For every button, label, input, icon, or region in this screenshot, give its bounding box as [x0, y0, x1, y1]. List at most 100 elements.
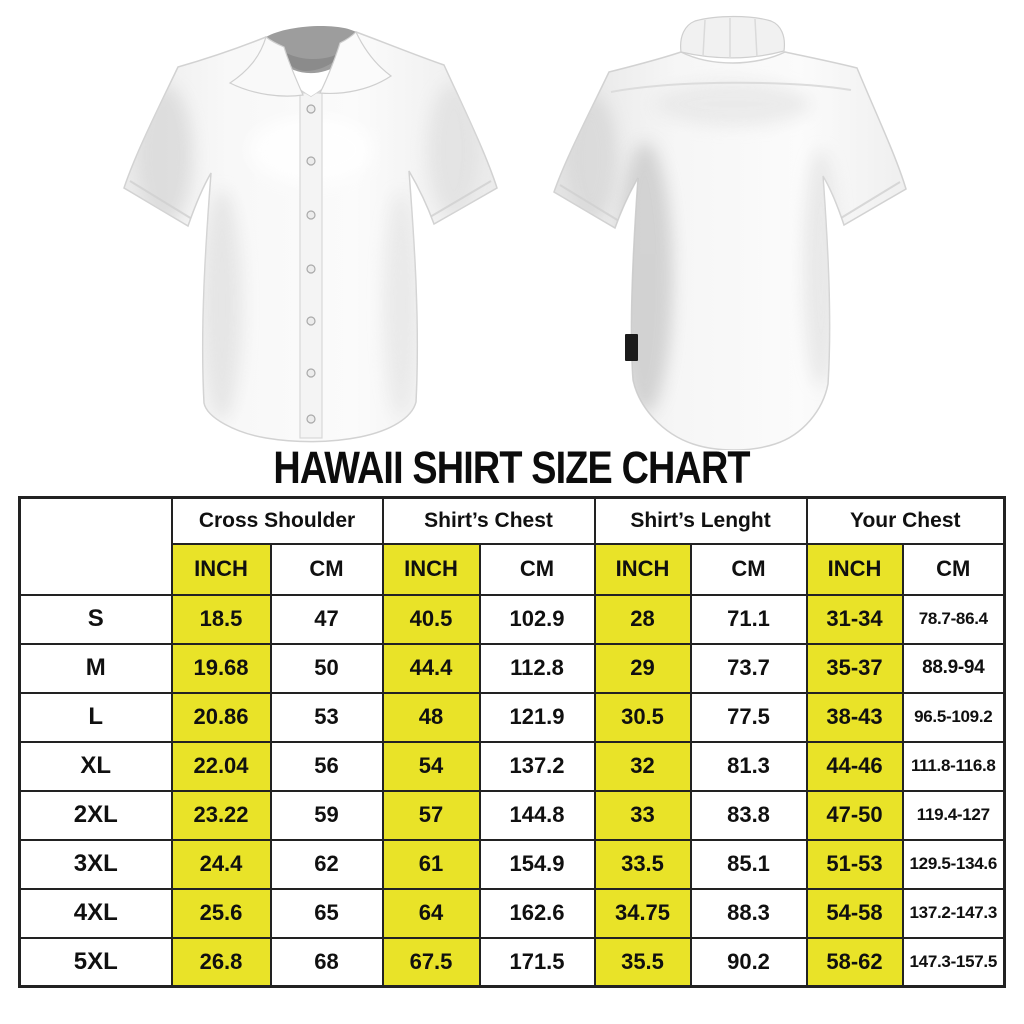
shirt-collar [228, 25, 393, 97]
shirt-chest-inch-value: 61 [381, 838, 481, 890]
page-title-text: HAWAII SHIRT SIZE CHART [273, 442, 751, 493]
cross-shoulder-cm-value: 56 [269, 740, 384, 792]
shirt-buttons [306, 104, 316, 424]
shirt-chest-cm-value: 162.6 [478, 887, 596, 939]
cross-shoulder-inch-value: 23.22 [170, 789, 272, 841]
cross-shoulder-inch-value: 22.04 [170, 740, 272, 792]
cross-shoulder-inch-value: 24.4 [170, 838, 272, 890]
care-tag [625, 334, 638, 361]
your-chest-cm-value: 78.7-86.4 [901, 593, 1006, 645]
size-label: 4XL [18, 887, 173, 939]
size-table-row: L 20.86 53 48 121.9 30.5 77.5 38-43 96.5… [18, 691, 1006, 743]
size-table-row: M 19.68 50 44.4 112.8 29 73.7 35-37 88.9… [18, 642, 1006, 694]
size-chart-table: Cross Shoulder Shirt’s Chest Shirt’s Len… [18, 496, 1007, 988]
unit-header-inch: INCH [593, 542, 692, 596]
your-chest-inch-value: 54-58 [805, 887, 904, 939]
shirt-chest-inch-value: 44.4 [381, 642, 481, 694]
size-table-row: 5XL 26.8 68 67.5 171.5 35.5 90.2 58-62 1… [18, 936, 1006, 988]
unit-header-inch: INCH [805, 542, 904, 596]
cross-shoulder-inch-value: 26.8 [170, 936, 272, 988]
shirt-length-inch-value: 34.75 [593, 887, 692, 939]
unit-header-cm: CM [269, 542, 384, 596]
shirt-length-cm-value: 73.7 [689, 642, 808, 694]
group-header-shirts-length: Shirt’s Lenght [593, 496, 808, 545]
shirt-length-inch-value: 33.5 [593, 838, 692, 890]
shirt-chest-cm-value: 137.2 [478, 740, 596, 792]
unit-header-inch: INCH [170, 542, 272, 596]
back-left-cuff-seam [559, 184, 620, 222]
group-header-your-chest: Your Chest [805, 496, 1006, 545]
size-label: L [18, 691, 173, 743]
unit-header-inch: INCH [381, 542, 481, 596]
cross-shoulder-cm-value: 62 [269, 838, 384, 890]
shirt-chest-cm-value: 171.5 [478, 936, 596, 988]
cross-shoulder-inch-value: 18.5 [170, 593, 272, 645]
shirt-back-body [553, 15, 907, 450]
back-yoke-seam [610, 81, 852, 93]
shirt-length-inch-value: 28 [593, 593, 692, 645]
size-table-row: S 18.5 47 40.5 102.9 28 71.1 31-34 78.7-… [18, 593, 1006, 645]
your-chest-cm-value: 111.8-116.8 [901, 740, 1006, 792]
shirt-length-cm-value: 81.3 [689, 740, 808, 792]
cross-shoulder-cm-value: 47 [269, 593, 384, 645]
size-column-header [18, 496, 173, 596]
size-label: 5XL [18, 936, 173, 988]
cross-shoulder-cm-value: 65 [269, 887, 384, 939]
cross-shoulder-inch-value: 20.86 [170, 691, 272, 743]
shirt-chest-inch-value: 40.5 [381, 593, 481, 645]
shirt-length-inch-value: 32 [593, 740, 692, 792]
size-table-row: 2XL 23.22 59 57 144.8 33 83.8 47-50 119.… [18, 789, 1006, 841]
back-right-cuff-seam [840, 181, 901, 219]
shirt-chest-cm-value: 112.8 [478, 642, 596, 694]
your-chest-inch-value: 44-46 [805, 740, 904, 792]
shirt-chest-inch-value: 64 [381, 887, 481, 939]
shirt-length-cm-value: 90.2 [689, 936, 808, 988]
cross-shoulder-cm-value: 59 [269, 789, 384, 841]
shirt-back-image [553, 15, 907, 450]
shirt-length-inch-value: 33 [593, 789, 692, 841]
shirt-front-image [123, 25, 498, 443]
shirt-length-cm-value: 85.1 [689, 838, 808, 890]
group-header-cross-shoulder: Cross Shoulder [170, 496, 384, 545]
shirt-chest-cm-value: 144.8 [478, 789, 596, 841]
shirt-length-inch-value: 35.5 [593, 936, 692, 988]
group-header-row: Cross Shoulder Shirt’s Chest Shirt’s Len… [18, 496, 1006, 596]
unit-header-cm: CM [689, 542, 808, 596]
your-chest-cm-value: 129.5-134.6 [901, 838, 1006, 890]
shirt-length-inch-value: 30.5 [593, 691, 692, 743]
cross-shoulder-cm-value: 53 [269, 691, 384, 743]
your-chest-cm-value: 147.3-157.5 [901, 936, 1006, 988]
shirt-length-cm-value: 83.8 [689, 789, 808, 841]
shirt-front-body [123, 25, 498, 443]
shirt-length-cm-value: 88.3 [689, 887, 808, 939]
cross-shoulder-cm-value: 68 [269, 936, 384, 988]
size-table-row: 3XL 24.4 62 61 154.9 33.5 85.1 51-53 129… [18, 838, 1006, 890]
units-header-row: INCH CM INCH CM INCH CM INCH CM [20, 542, 1006, 596]
size-label: XL [18, 740, 173, 792]
size-table-row: XL 22.04 56 54 137.2 32 81.3 44-46 111.8… [18, 740, 1006, 792]
shirt-length-cm-value: 77.5 [689, 691, 808, 743]
shirt-chest-inch-value: 57 [381, 789, 481, 841]
size-table-row: 4XL 25.6 65 64 162.6 34.75 88.3 54-58 13… [18, 887, 1006, 939]
unit-header-cm: CM [478, 542, 596, 596]
shirt-length-inch-value: 29 [593, 642, 692, 694]
your-chest-inch-value: 51-53 [805, 838, 904, 890]
your-chest-inch-value: 47-50 [805, 789, 904, 841]
shirt-chest-inch-value: 54 [381, 740, 481, 792]
shirt-chest-cm-value: 154.9 [478, 838, 596, 890]
your-chest-cm-value: 88.9-94 [901, 642, 1006, 694]
size-label: S [18, 593, 173, 645]
front-left-cuff-seam [129, 180, 193, 220]
size-table-body: S 18.5 47 40.5 102.9 28 71.1 31-34 78.7-… [18, 593, 1006, 988]
page-title: HAWAII SHIRT SIZE CHART [0, 442, 1024, 493]
your-chest-inch-value: 38-43 [805, 691, 904, 743]
unit-header-cm: CM [901, 542, 1006, 596]
size-label: 2XL [18, 789, 173, 841]
cross-shoulder-inch-value: 19.68 [170, 642, 272, 694]
cross-shoulder-inch-value: 25.6 [170, 887, 272, 939]
shirt-chest-inch-value: 48 [381, 691, 481, 743]
your-chest-cm-value: 137.2-147.3 [901, 887, 1006, 939]
front-right-cuff-seam [429, 180, 492, 218]
group-header-shirts-chest: Shirt’s Chest [381, 496, 596, 545]
